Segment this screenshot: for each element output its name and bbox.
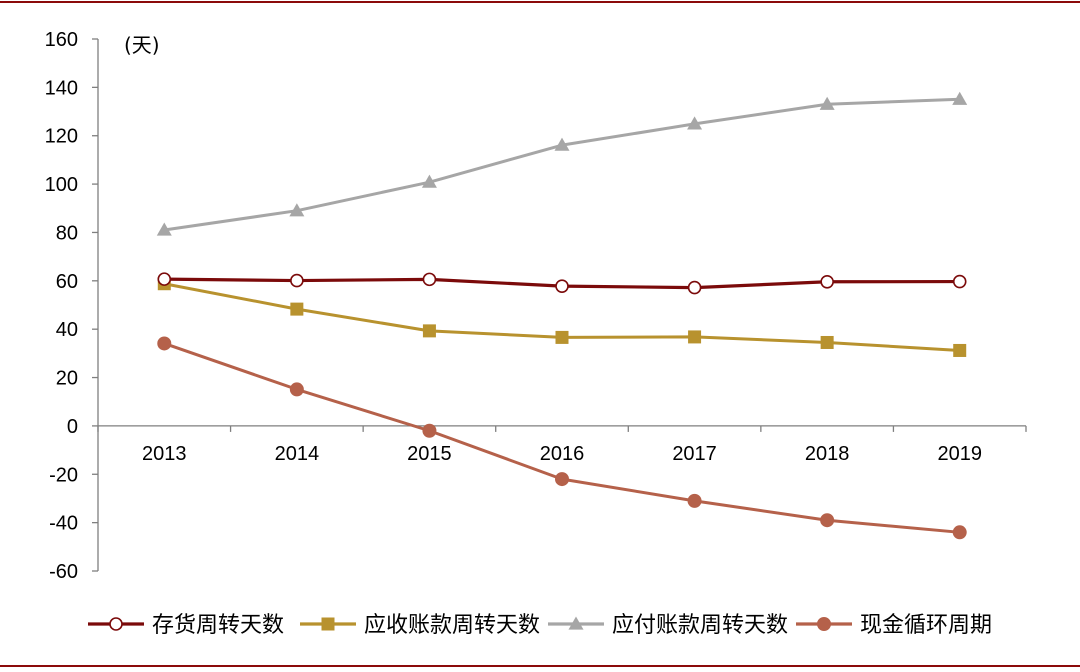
data-point-marker xyxy=(952,274,967,289)
data-point-marker xyxy=(568,616,584,630)
x-tick-label: 2016 xyxy=(540,443,585,465)
y-tick-label: 20 xyxy=(56,368,78,390)
data-point-marker xyxy=(290,273,304,288)
data-point-marker xyxy=(953,343,967,357)
unit-label: (天) xyxy=(124,33,160,57)
data-point-marker xyxy=(157,272,172,286)
legend-label: 现金循环周期 xyxy=(860,613,992,638)
legend-item-4: 现金循环周期 xyxy=(796,613,992,638)
y-tick-label: 100 xyxy=(45,174,78,196)
data-point-marker xyxy=(321,617,335,631)
data-point-marker xyxy=(109,617,123,631)
axes: -60 -40 -20 0 20 40 60 80 100 120 140 160 2013 2014 20… xyxy=(45,29,1027,583)
x-tick-label: 2018 xyxy=(805,443,850,465)
series-3 xyxy=(156,91,968,236)
legend-label: 应收账款周转天数 xyxy=(364,613,540,638)
series-line xyxy=(163,342,960,534)
data-point-marker xyxy=(820,274,834,289)
x-tick-label: 2019 xyxy=(937,443,982,465)
y-tick-label: -20 xyxy=(49,464,78,486)
data-point-marker xyxy=(422,272,437,287)
data-point-marker xyxy=(687,280,702,295)
series-layer xyxy=(156,91,968,540)
data-point-marker xyxy=(422,423,437,438)
data-point-marker xyxy=(817,617,831,631)
y-tick-label: 60 xyxy=(56,271,78,293)
y-tick-label: 0 xyxy=(67,416,78,438)
data-point-marker xyxy=(290,302,304,316)
data-point-marker xyxy=(555,472,569,487)
y-tick-label: -40 xyxy=(49,513,78,535)
x-tick-label: 2014 xyxy=(275,443,320,465)
data-point-marker xyxy=(687,116,703,130)
legend-item-1: 存货周转天数 xyxy=(88,613,284,638)
data-point-marker xyxy=(422,324,436,338)
data-point-marker xyxy=(820,513,835,528)
legend-item-2: 应收账款周转天数 xyxy=(300,613,540,638)
data-point-marker xyxy=(555,279,569,293)
data-point-marker xyxy=(952,91,968,105)
data-point-marker xyxy=(554,137,570,151)
y-tick-label: 120 xyxy=(45,126,78,148)
x-tick-label: 2013 xyxy=(142,443,187,465)
data-point-marker xyxy=(820,335,834,349)
data-point-marker xyxy=(421,174,437,188)
x-tick-label: 2017 xyxy=(672,443,717,465)
y-tick-label: -60 xyxy=(49,561,78,583)
series-line xyxy=(164,97,960,232)
data-point-marker xyxy=(289,203,305,217)
series-4 xyxy=(157,336,967,540)
y-tick-label: 140 xyxy=(45,77,78,99)
data-point-marker xyxy=(688,330,702,344)
data-point-marker xyxy=(819,96,835,110)
data-point-marker xyxy=(289,382,304,397)
data-point-marker xyxy=(157,336,172,351)
x-tick-label: 2015 xyxy=(407,443,452,465)
data-point-marker xyxy=(156,222,172,236)
data-point-marker xyxy=(952,525,967,540)
legend-label: 应付账款周转天数 xyxy=(612,613,788,638)
y-tick-label: 80 xyxy=(56,222,78,244)
data-point-marker xyxy=(687,493,702,508)
y-tick-label: 160 xyxy=(45,29,78,51)
series-1 xyxy=(157,272,967,295)
data-point-marker xyxy=(555,330,569,344)
legend: 存货周转天数 应收账款周转天数 应付账款周转天数 现金循环周期 xyxy=(88,613,992,638)
legend-item-3: 应付账款周转天数 xyxy=(548,613,788,638)
y-tick-label: 40 xyxy=(56,319,78,341)
legend-label: 存货周转天数 xyxy=(152,613,284,638)
series-2 xyxy=(157,277,967,357)
